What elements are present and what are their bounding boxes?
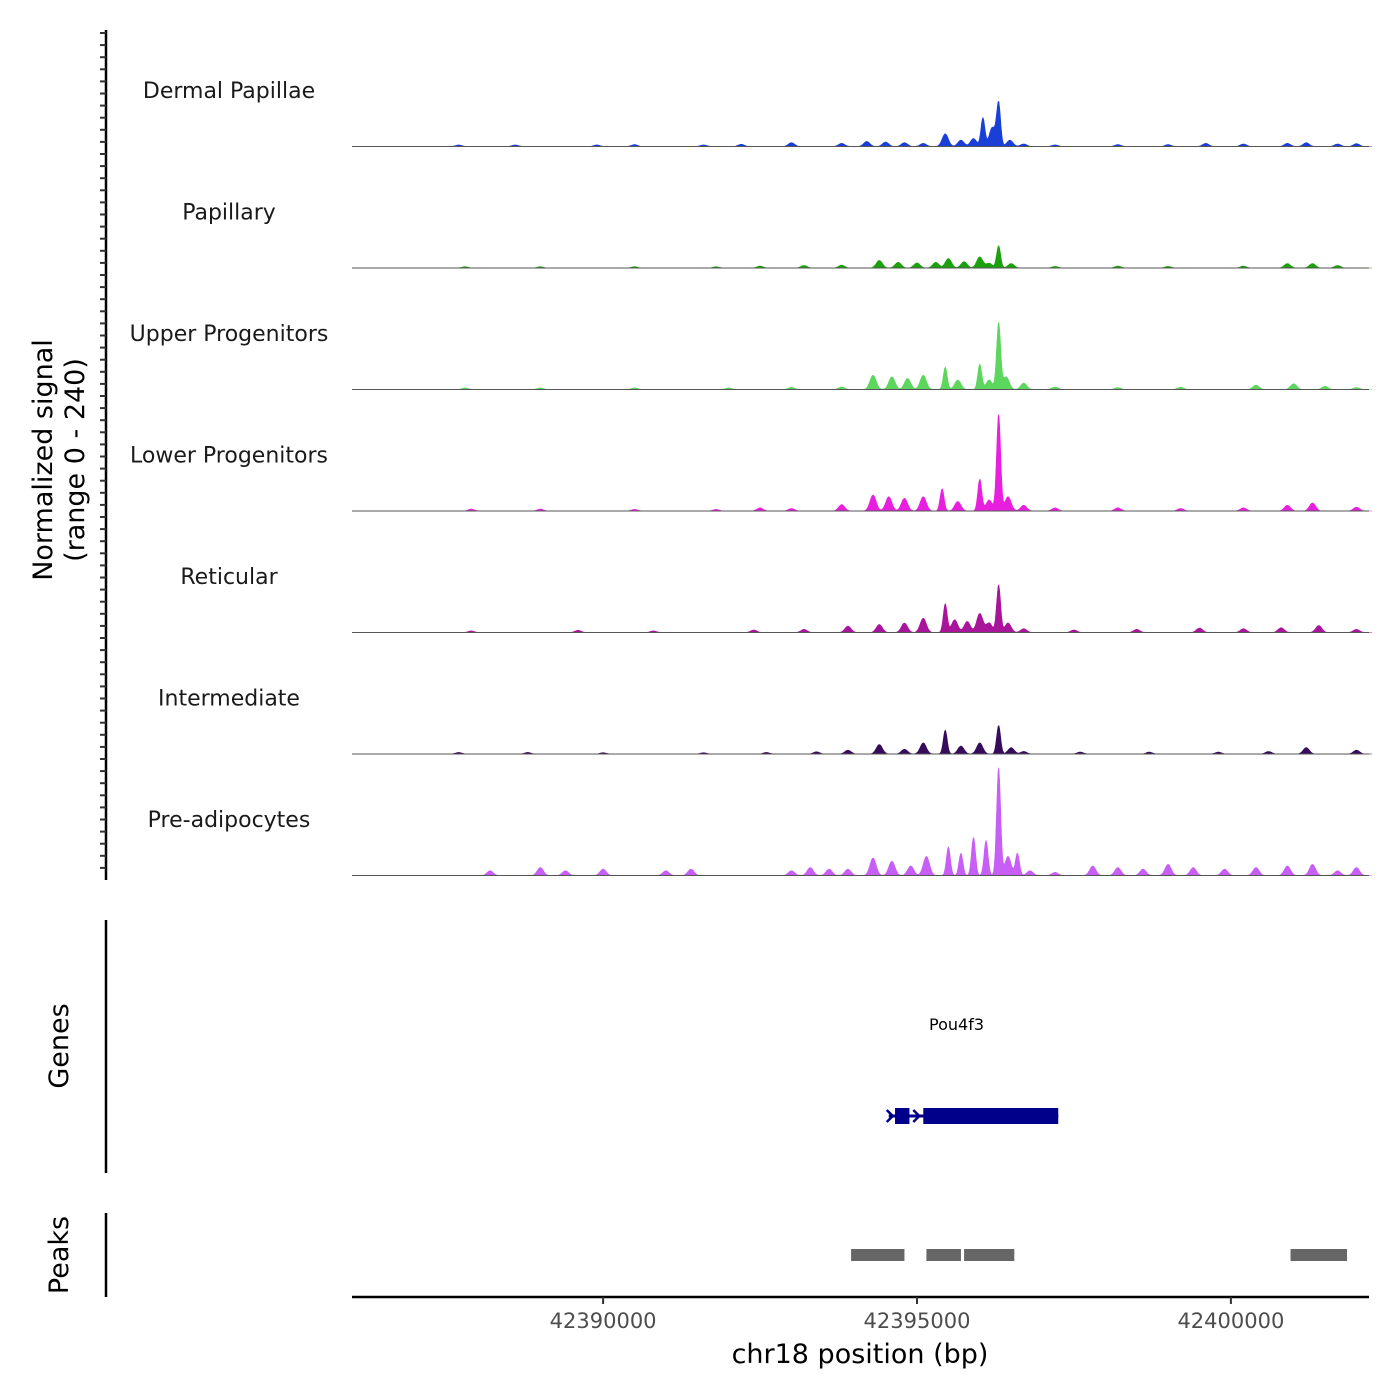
coverage-area [439, 414, 1373, 512]
track-label: Upper Progenitors [130, 322, 329, 347]
coverage-y-ticks [100, 32, 106, 869]
track-label: Pre-adipocytes [148, 808, 311, 833]
gene-pou4f3: Pou4f3 [885, 1015, 1059, 1124]
y-axis-range: (range 0 - 240) [60, 358, 91, 562]
coverage-area [439, 322, 1373, 390]
gene-exon [923, 1108, 1059, 1124]
strand-arrow [912, 1109, 922, 1123]
track-papillary: Papillary [182, 201, 1373, 269]
track-label: Dermal Papillae [143, 79, 315, 104]
track-label: Lower Progenitors [130, 444, 328, 469]
track-pre-adipocytes: Pre-adipocytes [148, 767, 1373, 876]
track-reticular: Reticular [180, 565, 1373, 633]
coverage-tracks: Dermal Papillae Papillary Upper Progenitor… [130, 79, 1373, 876]
track-intermediate: Intermediate [158, 687, 1373, 755]
x-tick-label: 42395000 [864, 1309, 971, 1333]
gene-label: Pou4f3 [929, 1015, 984, 1034]
strand-arrow [885, 1109, 895, 1123]
peaks-track [851, 1249, 1348, 1261]
track-dermal-papillae: Dermal Papillae [143, 79, 1373, 147]
x-tick-label: 42390000 [550, 1309, 657, 1333]
track-upper-progenitors: Upper Progenitors [130, 322, 1373, 390]
x-axis-ticks: 42390000 42395000 42400000 [550, 1297, 1284, 1333]
y-axis-title: Normalized signal [28, 339, 59, 581]
genes-panel-label: Genes [44, 1003, 75, 1088]
peak-region [851, 1249, 905, 1261]
coverage-area [439, 767, 1373, 876]
track-label: Papillary [182, 201, 276, 226]
coverage-area [439, 725, 1373, 755]
track-label: Reticular [180, 565, 278, 590]
genes-track: Pou4f3 [885, 1015, 1059, 1124]
peak-region [926, 1249, 961, 1261]
x-tick-label: 42400000 [1177, 1309, 1284, 1333]
coverage-area [439, 100, 1373, 147]
peak-region [1290, 1249, 1348, 1261]
x-axis-title: chr18 position (bp) [732, 1339, 989, 1370]
track-label: Intermediate [158, 687, 300, 712]
coverage-area [439, 584, 1373, 633]
peak-region [964, 1249, 1015, 1261]
gene-exon [895, 1108, 910, 1124]
coverage-area [439, 245, 1373, 269]
peaks-panel-label: Peaks [44, 1216, 75, 1294]
track-lower-progenitors: Lower Progenitors [130, 414, 1373, 512]
